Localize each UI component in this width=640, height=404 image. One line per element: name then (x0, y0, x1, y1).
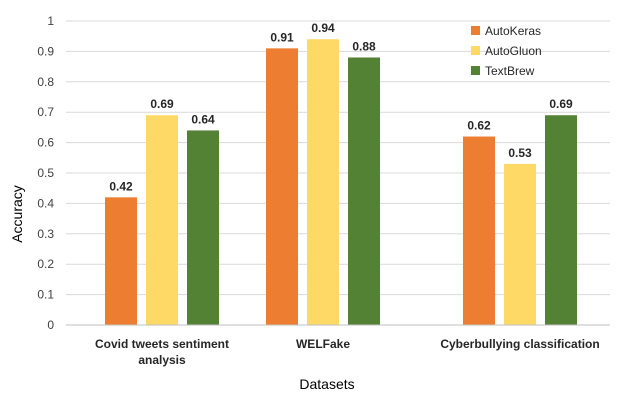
data-label: 0.91 (270, 30, 294, 44)
y-tick-label: 0.2 (37, 257, 54, 271)
data-label: 0.62 (467, 119, 491, 133)
legend-label-autogluon: AutoGluon (485, 44, 542, 58)
y-tick-label: 0.7 (37, 105, 54, 119)
y-tick-label: 0.3 (37, 227, 54, 241)
y-axis-title: Accuracy (9, 185, 25, 243)
data-label: 0.69 (549, 97, 573, 111)
x-category-label: analysis (138, 353, 186, 367)
data-label: 0.42 (109, 179, 133, 193)
y-tick-label: 0.8 (37, 75, 54, 89)
legend-swatch-textbrew (471, 66, 480, 75)
x-category-label: Cyberbullying classification (440, 337, 599, 351)
data-label: 0.94 (311, 21, 335, 35)
bar-textbrew-1 (348, 57, 380, 325)
data-label: 0.88 (352, 39, 376, 53)
legend: AutoKeras AutoGluon TextBrew (471, 24, 542, 78)
y-axis-ticks: 0 0.1 0.2 0.3 0.4 0.5 0.6 0.7 0.8 0.9 1 (37, 14, 54, 332)
y-tick-label: 0.5 (37, 166, 54, 180)
bar-textbrew-0 (187, 130, 219, 325)
x-category-label: WELFake (296, 337, 350, 351)
x-axis-categories: Covid tweets sentiment analysis WELFake Cyb… (95, 337, 600, 367)
y-tick-label: 1 (47, 14, 54, 28)
legend-label-autokeras: AutoKeras (485, 24, 541, 38)
legend-swatch-autogluon (471, 46, 480, 55)
data-label: 0.69 (150, 97, 174, 111)
y-tick-label: 0.6 (37, 136, 54, 150)
y-tick-label: 0.1 (37, 288, 54, 302)
data-label: 0.53 (508, 146, 532, 160)
data-labels: 0.42 0.91 0.62 0.69 0.94 0.53 0.64 0.88 0.69 (109, 21, 573, 193)
y-tick-label: 0.4 (37, 196, 54, 210)
data-label: 0.64 (191, 112, 215, 126)
bar-autogluon-2 (504, 163, 536, 325)
bar-autokeras-1 (266, 48, 298, 326)
bars (105, 39, 577, 326)
x-axis-title: Datasets (299, 376, 354, 392)
bar-autokeras-2 (463, 136, 495, 325)
bar-autogluon-1 (307, 39, 339, 326)
bar-autogluon-0 (146, 115, 178, 326)
y-tick-label: 0.9 (37, 44, 54, 58)
bar-textbrew-2 (545, 115, 577, 326)
bar-autokeras-0 (105, 197, 137, 325)
legend-label-textbrew: TextBrew (485, 64, 535, 78)
y-tick-label: 0 (47, 318, 54, 332)
x-category-label: Covid tweets sentiment (95, 337, 229, 351)
legend-swatch-autokeras (471, 26, 480, 35)
